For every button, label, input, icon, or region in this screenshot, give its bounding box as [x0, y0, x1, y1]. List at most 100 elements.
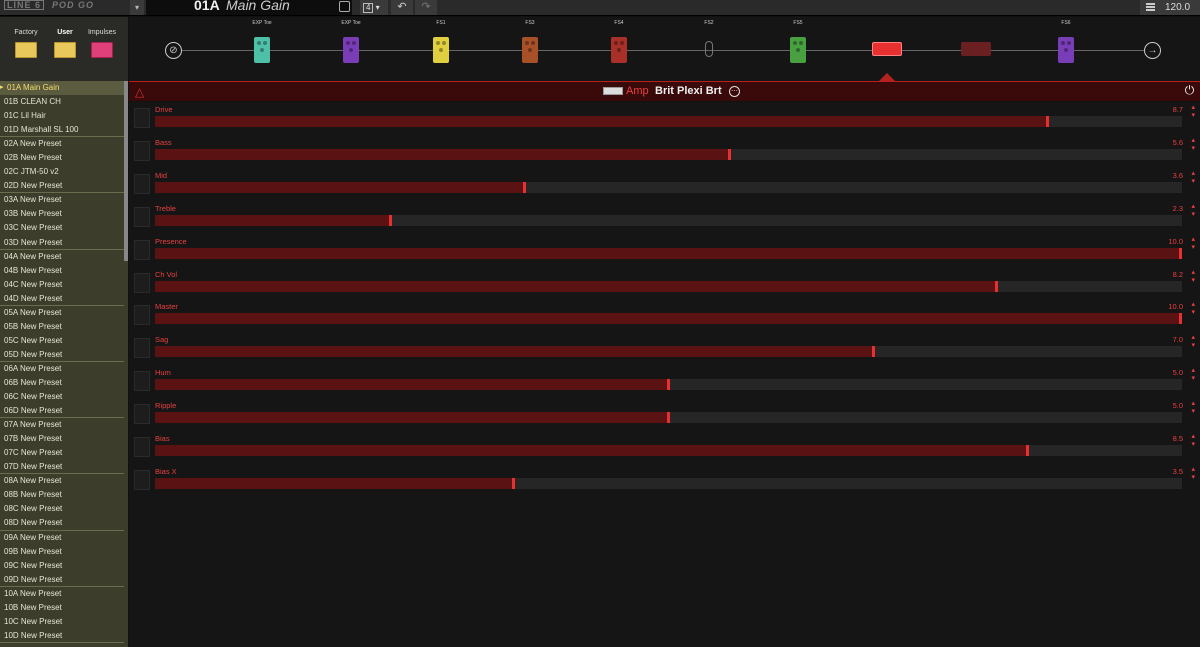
chain-block-slot[interactable]: FS2	[689, 17, 729, 81]
preset-list-item[interactable]: 09A New Preset	[0, 531, 124, 545]
parameter-controller-assign[interactable]	[134, 207, 150, 227]
updown-stepper-icon[interactable]: ▴ ▾	[1191, 269, 1195, 284]
chain-block-slot[interactable]: FS6	[1046, 17, 1086, 81]
parameter-slider-handle[interactable]	[995, 281, 998, 292]
snapshot-dropdown[interactable]: 4 ▾	[360, 0, 388, 15]
parameter-slider-handle[interactable]	[1179, 313, 1182, 324]
chain-block-slot[interactable]: FS3	[510, 17, 550, 81]
redo-button[interactable]: ↷	[415, 0, 437, 15]
model-menu-icon[interactable]: ⋯	[729, 86, 740, 97]
chain-block-slot[interactable]: FS1	[421, 17, 461, 81]
parameter-slider[interactable]	[155, 478, 1182, 489]
preset-list-item[interactable]: 04D New Preset	[0, 292, 124, 306]
parameter-controller-assign[interactable]	[134, 338, 150, 358]
preset-list-item[interactable]: 08A New Preset	[0, 474, 124, 488]
preset-list-item[interactable]: 01C Lil Hair	[0, 109, 124, 123]
parameter-slider-handle[interactable]	[1026, 445, 1029, 456]
parameter-controller-assign[interactable]	[134, 273, 150, 293]
preset-title-field[interactable]: 01A Main Gain	[146, 0, 352, 15]
preset-list-item[interactable]: 05C New Preset	[0, 334, 124, 348]
preset-list-item[interactable]: 10D New Preset	[0, 629, 124, 643]
preset-list-scrollbar[interactable]	[124, 81, 128, 261]
updown-stepper-icon[interactable]: ▴ ▾	[1191, 367, 1195, 382]
parameter-slider[interactable]	[155, 313, 1182, 324]
preset-list-item[interactable]: 09B New Preset	[0, 545, 124, 559]
preset-list-item[interactable]: 06A New Preset	[0, 362, 124, 376]
preset-list-item[interactable]: 07D New Preset	[0, 460, 124, 475]
preset-list-item[interactable]: 10A New Preset	[0, 587, 124, 601]
preset-list-item[interactable]: 06B New Preset	[0, 376, 124, 390]
undo-button[interactable]: ↶	[391, 0, 413, 15]
parameter-controller-assign[interactable]	[134, 305, 150, 325]
parameter-controller-assign[interactable]	[134, 141, 150, 161]
updown-stepper-icon[interactable]: ▴ ▾	[1191, 203, 1195, 218]
input-block[interactable]: ⊘	[165, 42, 182, 59]
chain-block-slot[interactable]: EXP Toe	[331, 17, 371, 81]
save-icon[interactable]	[339, 1, 350, 12]
preset-list-item[interactable]: 03C New Preset	[0, 221, 124, 235]
preset-list-item[interactable]: 08D New Preset	[0, 516, 124, 531]
preset-list-item[interactable]: 04C New Preset	[0, 278, 124, 292]
preset-list-item[interactable]: 07C New Preset	[0, 446, 124, 460]
parameter-controller-assign[interactable]	[134, 174, 150, 194]
tab-user[interactable]: User	[45, 29, 85, 58]
updown-stepper-icon[interactable]: ▴ ▾	[1191, 236, 1195, 251]
parameter-slider[interactable]	[155, 346, 1182, 357]
preset-list-item[interactable]: 05A New Preset	[0, 306, 124, 320]
updown-stepper-icon[interactable]: ▴ ▾	[1191, 466, 1195, 481]
parameter-controller-assign[interactable]	[134, 437, 150, 457]
parameter-slider-handle[interactable]	[1179, 248, 1182, 259]
preset-list-item[interactable]: 02C JTM-50 v2	[0, 165, 124, 179]
block-model-name[interactable]: Brit Plexi Brt	[655, 85, 722, 97]
preset-list-item[interactable]: 06D New Preset	[0, 404, 124, 419]
chain-block-slot[interactable]: FS4	[599, 17, 639, 81]
parameter-controller-assign[interactable]	[134, 470, 150, 490]
parameter-slider-handle[interactable]	[728, 149, 731, 160]
preset-list-item[interactable]: 01A Main Gain	[0, 81, 124, 96]
power-icon[interactable]: ⏻	[1184, 83, 1195, 97]
preset-list-item[interactable]: 07B New Preset	[0, 432, 124, 446]
preset-list-item[interactable]: 06C New Preset	[0, 390, 124, 404]
parameter-slider[interactable]	[155, 182, 1182, 193]
updown-stepper-icon[interactable]: ▴ ▾	[1191, 334, 1195, 349]
parameter-controller-assign[interactable]	[134, 404, 150, 424]
output-block[interactable]: →	[1144, 42, 1161, 59]
tab-impulses[interactable]: Impulses	[82, 29, 122, 58]
updown-stepper-icon[interactable]: ▴ ▾	[1191, 170, 1195, 185]
tab-factory[interactable]: Factory	[6, 29, 46, 58]
preset-list-item[interactable]: 08C New Preset	[0, 502, 124, 516]
preset-list-item[interactable]: 04A New Preset	[0, 250, 124, 264]
updown-stepper-icon[interactable]: ▴ ▾	[1191, 137, 1195, 152]
preset-list-item[interactable]: 08B New Preset	[0, 488, 124, 502]
preset-list-item[interactable]: 09C New Preset	[0, 559, 124, 573]
preset-list-item[interactable]: 03A New Preset	[0, 193, 124, 207]
preset-list-item[interactable]: 10B New Preset	[0, 601, 124, 615]
parameter-controller-assign[interactable]	[134, 371, 150, 391]
tempo-field[interactable]: 120.0	[1140, 0, 1200, 15]
parameter-slider[interactable]	[155, 248, 1182, 259]
parameter-slider-handle[interactable]	[667, 379, 670, 390]
parameter-slider-handle[interactable]	[872, 346, 875, 357]
parameter-slider[interactable]	[155, 445, 1182, 456]
parameter-controller-assign[interactable]	[134, 240, 150, 260]
preset-list-item[interactable]: 03D New Preset	[0, 236, 124, 250]
preset-list-item[interactable]: 05B New Preset	[0, 320, 124, 334]
preset-list-item[interactable]: 10C New Preset	[0, 615, 124, 629]
parameter-slider[interactable]	[155, 215, 1182, 226]
chain-block-slot[interactable]	[956, 17, 996, 81]
parameter-controller-assign[interactable]	[134, 108, 150, 128]
preset-list-item[interactable]: 05D New Preset	[0, 348, 124, 362]
updown-stepper-icon[interactable]: ▴ ▾	[1191, 301, 1195, 316]
preset-list-item[interactable]: 02A New Preset	[0, 137, 124, 151]
parameter-slider-handle[interactable]	[667, 412, 670, 423]
preset-list-item[interactable]: 02D New Preset	[0, 179, 124, 194]
chain-block-slot[interactable]: EXP Toe	[242, 17, 282, 81]
updown-stepper-icon[interactable]: ▴ ▾	[1191, 104, 1195, 119]
parameter-slider-handle[interactable]	[523, 182, 526, 193]
updown-stepper-icon[interactable]: ▴ ▾	[1191, 433, 1195, 448]
parameter-slider[interactable]	[155, 281, 1182, 292]
preset-list-item[interactable]: 01D Marshall SL 100	[0, 123, 124, 138]
parameter-slider[interactable]	[155, 116, 1182, 127]
chain-block-slot[interactable]	[867, 17, 907, 81]
chain-block-slot[interactable]: FS5	[778, 17, 818, 81]
